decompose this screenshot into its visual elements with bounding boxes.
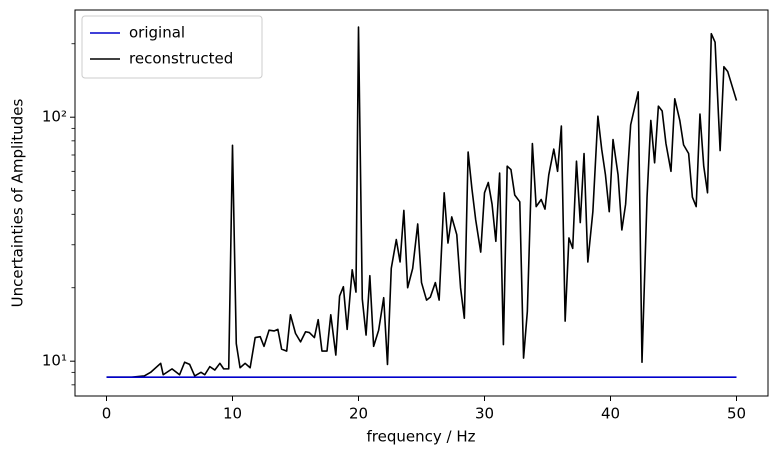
legend-label: original — [129, 24, 185, 42]
x-tick-label: 50 — [727, 405, 746, 423]
x-axis-label: frequency / Hz — [367, 428, 476, 446]
y-tick-label: 10² — [42, 108, 67, 126]
legend-label: reconstructed — [129, 50, 233, 68]
x-tick-label: 20 — [349, 405, 368, 423]
plot-frame — [74, 9, 769, 397]
legend-box — [81, 15, 263, 79]
series-line — [106, 26, 738, 378]
x-tick-label: 40 — [601, 405, 620, 423]
x-tick-label: 0 — [102, 405, 112, 423]
y-tick-label: 10¹ — [42, 352, 67, 370]
x-tick-label: 30 — [475, 405, 494, 423]
x-tick-label: 10 — [223, 405, 242, 423]
y-axis-label: Uncertainties of Amplitudes — [9, 98, 27, 307]
